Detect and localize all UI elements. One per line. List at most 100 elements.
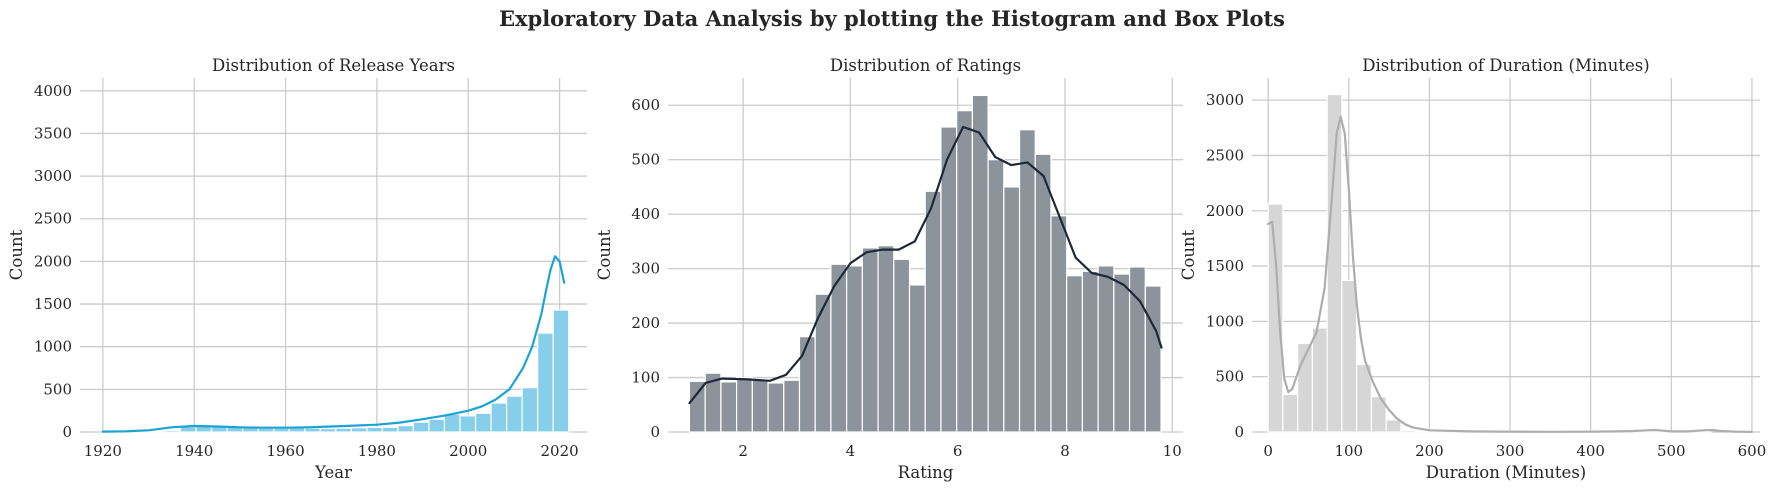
y-tick-label: 400 bbox=[631, 205, 660, 223]
panel-title: Distribution of Ratings bbox=[830, 56, 1021, 75]
ratings-bar bbox=[877, 245, 895, 433]
x-tick-label: 300 bbox=[1496, 442, 1525, 460]
years-bar bbox=[397, 425, 415, 433]
ratings-bar bbox=[846, 265, 863, 433]
y-tick-label: 0 bbox=[1234, 423, 1244, 441]
x-tick-label: 600 bbox=[1738, 442, 1767, 460]
ratings-bar bbox=[1081, 270, 1099, 433]
years-bar bbox=[319, 427, 337, 433]
x-tick-label: 2000 bbox=[449, 442, 487, 460]
y-tick-label: 500 bbox=[631, 151, 660, 169]
ratings-bar bbox=[956, 110, 973, 433]
x-tick-label: 1960 bbox=[266, 442, 304, 460]
y-axis-label: Count bbox=[595, 229, 614, 280]
years-bar bbox=[459, 415, 477, 433]
x-tick-label: 1980 bbox=[358, 442, 396, 460]
ratings-bar bbox=[1066, 275, 1084, 433]
duration-histogram: 0 100 200 300 400 500 600 0 500 1000 1500 2000 2500 3… bbox=[1179, 56, 1766, 482]
ratings-bar bbox=[767, 382, 785, 433]
years-kde-line bbox=[101, 255, 566, 433]
years-bar bbox=[443, 413, 461, 433]
y-tick-label: 500 bbox=[43, 380, 72, 398]
ratings-bar bbox=[798, 336, 816, 433]
ratings-bar bbox=[1018, 129, 1036, 433]
duration-bar bbox=[1400, 429, 1417, 433]
y-tick-label: 0 bbox=[62, 423, 72, 441]
x-tick-label: 8 bbox=[1060, 442, 1070, 460]
y-tick-label: 300 bbox=[631, 260, 660, 278]
y-tick-label: 2500 bbox=[34, 210, 72, 228]
x-tick-label: 2020 bbox=[541, 442, 579, 460]
x-tick-label: 200 bbox=[1415, 442, 1444, 460]
x-tick-label: 2 bbox=[738, 442, 748, 460]
x-tick-label: 100 bbox=[1334, 442, 1363, 460]
ratings-bar bbox=[924, 190, 942, 433]
x-tick-label: 6 bbox=[953, 442, 963, 460]
y-axis-label: Count bbox=[1179, 229, 1198, 280]
y-tick-label: 4000 bbox=[34, 82, 72, 100]
ratings-bar bbox=[736, 376, 753, 433]
years-bar bbox=[304, 427, 321, 433]
x-axis-label: Duration (Minutes) bbox=[1426, 463, 1586, 482]
x-tick-label: 0 bbox=[1263, 442, 1273, 460]
y-tick-label: 3000 bbox=[1206, 91, 1244, 109]
x-tick-label: 1940 bbox=[175, 442, 213, 460]
ratings-bar bbox=[814, 293, 832, 433]
years-bar bbox=[164, 429, 182, 433]
y-axis-label: Count bbox=[7, 229, 26, 280]
ratings-bar bbox=[1003, 186, 1021, 433]
y-tick-label: 500 bbox=[1215, 368, 1244, 386]
x-axis-label: Rating bbox=[898, 463, 954, 482]
y-tick-label: 600 bbox=[631, 96, 660, 114]
y-tick-label: 100 bbox=[631, 369, 660, 387]
ratings-bar bbox=[1144, 285, 1162, 433]
ratings-bar bbox=[1034, 153, 1052, 433]
years-bar bbox=[428, 418, 446, 433]
y-tick-label: 200 bbox=[631, 314, 660, 332]
years-bar bbox=[148, 430, 166, 433]
y-tick-label: 0 bbox=[650, 423, 660, 441]
y-tick-label: 3000 bbox=[34, 167, 72, 185]
y-tick-label: 3500 bbox=[34, 124, 72, 142]
x-tick-label: 4 bbox=[846, 442, 856, 460]
ratings-bar bbox=[893, 258, 911, 433]
duration-bar bbox=[1267, 203, 1284, 433]
x-tick-label: 1920 bbox=[84, 442, 122, 460]
ratings-kde-line bbox=[688, 125, 1163, 405]
years-bar bbox=[521, 387, 539, 433]
ratings-bar bbox=[908, 284, 926, 433]
release-years-histogram: 1920 1940 1960 1980 2000 2020 0 500 1000 1500 2000… bbox=[7, 56, 587, 482]
ratings-bar bbox=[987, 159, 1005, 433]
ratings-bar bbox=[1097, 265, 1115, 433]
years-bar bbox=[474, 412, 492, 433]
x-tick-label: 10 bbox=[1163, 442, 1182, 460]
ratings-bar bbox=[783, 379, 801, 433]
years-bar bbox=[552, 309, 570, 433]
years-bar bbox=[366, 426, 383, 433]
x-tick-label: 400 bbox=[1576, 442, 1605, 460]
years-bar bbox=[381, 426, 399, 433]
x-tick-label: 500 bbox=[1657, 442, 1686, 460]
duration-bar bbox=[1282, 393, 1299, 433]
y-tick-label: 2000 bbox=[34, 252, 72, 270]
years-bar bbox=[506, 395, 523, 433]
y-tick-label: 1500 bbox=[34, 295, 72, 313]
years-bar bbox=[335, 427, 352, 433]
x-axis-label: Year bbox=[314, 463, 352, 482]
ratings-bar bbox=[1050, 215, 1068, 433]
figure-title: Exploratory Data Analysis by plotting th… bbox=[499, 6, 1285, 31]
y-tick-label: 1000 bbox=[1206, 312, 1244, 330]
duration-bar bbox=[1385, 419, 1402, 433]
years-bar bbox=[490, 402, 508, 433]
ratings-bar bbox=[688, 380, 706, 433]
ratings-bar bbox=[971, 94, 989, 433]
y-tick-label: 1000 bbox=[34, 338, 72, 356]
years-bar bbox=[412, 421, 430, 433]
duration-bar bbox=[1341, 279, 1358, 433]
ratings-bar bbox=[861, 247, 879, 433]
panel-title: Distribution of Duration (Minutes) bbox=[1362, 56, 1649, 75]
y-tick-label: 1500 bbox=[1206, 257, 1244, 275]
y-tick-label: 2000 bbox=[1206, 202, 1244, 220]
